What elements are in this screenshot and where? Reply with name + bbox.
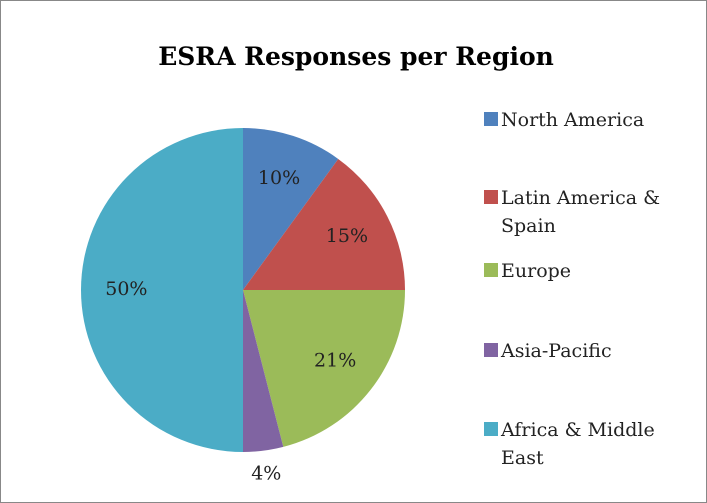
data-label: 10% (258, 167, 300, 189)
legend-label: North America (501, 109, 645, 131)
pie-slice (243, 128, 339, 290)
legend-item: Africa & Middle East (484, 416, 697, 472)
pie-slice (243, 290, 405, 447)
legend-label: Europe (501, 260, 572, 282)
data-label: 21% (314, 349, 356, 371)
legend-swatch (484, 263, 498, 277)
legend-swatch (484, 343, 498, 357)
legend-item: Asia-Pacific (484, 337, 697, 365)
pie-slice (243, 158, 405, 290)
data-label: 4% (251, 463, 281, 485)
legend-label: Africa & Middle East (501, 419, 655, 469)
pie-slice (81, 128, 243, 452)
data-label: 50% (105, 278, 147, 300)
legend-swatch (484, 422, 498, 436)
chart-title: ESRA Responses per Region (158, 42, 554, 71)
pie-slice (243, 290, 284, 452)
legend-item: North America (484, 106, 697, 134)
legend-swatch (484, 112, 498, 126)
legend-item: Europe (484, 257, 697, 285)
legend-label: Asia-Pacific (501, 340, 612, 362)
legend-label: Latin America & Spain (501, 187, 660, 237)
data-label: 15% (326, 225, 368, 247)
legend-swatch (484, 190, 498, 204)
legend-item: Latin America & Spain (484, 184, 697, 240)
